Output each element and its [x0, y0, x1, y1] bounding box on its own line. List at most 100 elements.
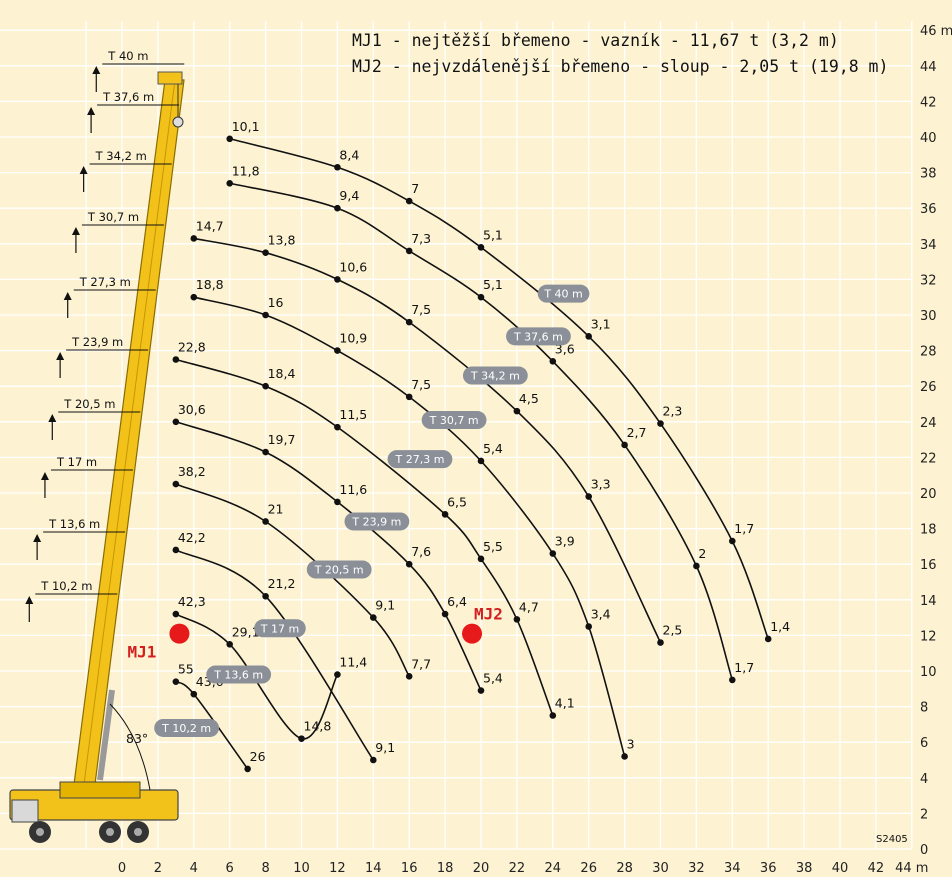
series-name-pill: [306, 560, 372, 579]
boom-angle-arc: [109, 703, 151, 791]
load-value-label: 3,1: [591, 316, 611, 331]
load-point: [693, 562, 700, 570]
series-name-label: T 20,5 m: [314, 564, 364, 577]
series-name-label: T 23,9 m: [351, 515, 401, 528]
load-point: [477, 687, 485, 694]
x-tick-label: 8: [261, 861, 269, 876]
y-tick-label: 2: [920, 807, 928, 822]
load-value-label: 30,6: [178, 402, 206, 417]
x-tick-label: 24: [545, 861, 562, 876]
load-value-label: 21: [268, 501, 284, 516]
y-tick-label: 42: [920, 95, 937, 110]
load-value-label: 7,5: [411, 302, 431, 317]
x-tick-label: 18: [437, 861, 454, 876]
y-axis-ticks: 0246810121416182022242628303234363840424…: [920, 24, 952, 858]
y-tick-label: 36: [920, 202, 937, 217]
crane-illustration: 83°: [9, 71, 185, 843]
load-point: [477, 457, 485, 465]
load-value-label: 7,6: [411, 544, 431, 559]
load-value-label: 21,2: [268, 576, 296, 591]
load-point: [226, 641, 233, 648]
boom-length-label: T 34,2 m: [95, 149, 147, 163]
load-value-label: 4,7: [519, 599, 539, 614]
mj-marker-label: MJ2: [474, 605, 503, 624]
x-tick-label: 20: [473, 861, 490, 876]
load-point: [477, 293, 485, 301]
luffing-cylinder: [97, 689, 115, 781]
boom-length-arrowhead: [79, 166, 88, 174]
y-tick-label: 30: [920, 309, 937, 324]
load-curve-line: [175, 549, 374, 761]
y-tick-label: 26: [920, 380, 937, 395]
load-value-label: 11,6: [339, 482, 367, 497]
series-name-pill: [506, 327, 571, 346]
load-value-label: 26: [250, 749, 266, 764]
load-point: [764, 635, 772, 643]
y-tick-label: 4: [920, 772, 928, 787]
y-tick-label: 40: [920, 131, 937, 146]
load-point: [334, 276, 341, 283]
load-value-label: 2,3: [663, 404, 683, 419]
load-point: [172, 546, 180, 554]
grid: [0, 21, 913, 850]
crane-boom-edge: [82, 79, 176, 793]
boom-length-arrowhead: [71, 227, 80, 235]
x-tick-label: 26: [580, 861, 597, 876]
series-name-label: T 17 m: [260, 622, 299, 635]
series-name-label: T 13,6 m: [213, 669, 263, 682]
x-tick-label: 42: [868, 861, 885, 876]
load-point: [405, 318, 413, 326]
x-tick-label: 2: [154, 861, 162, 876]
load-point: [405, 673, 413, 680]
crane-cab: [11, 799, 39, 823]
x-axis-ticks: 0 2 4 6 8 10 12 14 16 18 20 22 24 26 28 30 32 34 36 38 40 42 4…: [118, 861, 929, 876]
load-point: [621, 753, 628, 760]
x-tick-label: 36: [760, 861, 777, 876]
load-curve-line: [229, 138, 769, 640]
x-tick-label: 32: [688, 861, 705, 876]
load-value-label: 5,4: [483, 671, 503, 686]
wheel-hub-3: [134, 828, 142, 836]
x-tick-label: 34: [724, 861, 741, 876]
load-point: [441, 511, 449, 518]
x-tick-label: 14: [365, 861, 382, 876]
boom-length-label: T 37,6 m: [102, 90, 154, 104]
x-tick-label: 28: [616, 861, 633, 876]
x-tick-label: 0: [118, 861, 126, 876]
series-name-pill: [254, 619, 306, 638]
load-point: [477, 555, 485, 563]
boom-length-arrowhead: [33, 534, 42, 542]
load-point: [585, 493, 592, 500]
hook-icon: [172, 116, 184, 128]
load-point: [172, 678, 180, 685]
boom-length-marks: T 40 m T 37,6 m T 34,2 m T 30,7 m T 27,3 m T …: [25, 49, 185, 622]
load-value-label: 19,7: [268, 432, 296, 447]
y-tick-label: 24: [920, 416, 937, 431]
load-value-label: 18,4: [268, 366, 296, 381]
y-tick-label: 46 m: [920, 24, 952, 39]
load-value-label: 9,1: [375, 740, 395, 755]
load-value-label: 11,5: [339, 407, 367, 422]
load-value-label: 2: [698, 546, 706, 561]
load-point: [244, 765, 251, 773]
x-tick-label: 16: [401, 861, 418, 876]
boom-length-arrowhead: [56, 352, 65, 360]
load-value-label: 1,7: [734, 521, 754, 536]
load-point: [549, 712, 557, 719]
boom-length-arrowhead: [40, 472, 49, 480]
load-curve-line: [193, 237, 662, 643]
series-name-pill: [387, 450, 453, 469]
boom-length-label: T 27,3 m: [79, 275, 131, 289]
load-point: [549, 357, 557, 365]
load-point: [262, 249, 269, 256]
load-value-label: 8,4: [339, 147, 359, 162]
load-point: [549, 550, 557, 557]
load-point: [405, 247, 413, 255]
boom-length-label: T 30,7 m: [87, 210, 139, 224]
x-tick-label: 22: [509, 861, 526, 876]
wheel-hub-2: [106, 828, 114, 836]
load-point: [172, 480, 180, 488]
x-tick-label: 38: [796, 861, 813, 876]
load-point: [262, 518, 269, 525]
load-point: [405, 393, 413, 401]
